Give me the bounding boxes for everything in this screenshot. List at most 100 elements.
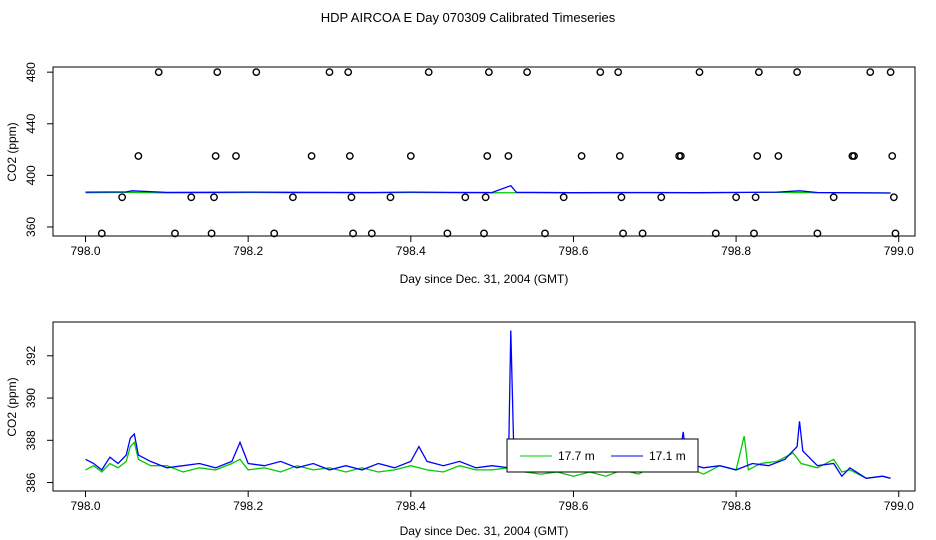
panel-top-calibration-point [344, 68, 353, 77]
panel-top-calibration-point [288, 193, 297, 202]
panel-top-calibration-point [270, 229, 279, 238]
panel-top-calibration-point [850, 152, 858, 160]
panel-top-calibration-point [424, 68, 433, 77]
panel-bottom-ylabel: CO2 (ppm) [5, 377, 19, 436]
panel-top-ytick-label-2: 440 [24, 113, 38, 133]
panel-top-calibration-point [889, 193, 898, 202]
panel-top-calibration-point [577, 152, 586, 160]
panel-top-calibration-point [638, 229, 647, 238]
panel-top-calibration-point [367, 229, 376, 238]
panel-top-xlabel: Day since Dec. 31, 2004 (GMT) [400, 272, 569, 286]
panel-top-calibration-point [252, 68, 261, 77]
panel-top-xticks: 798.0 798.2 798.4 798.6 798.8 799.0 [71, 236, 914, 258]
panel-top-calibration-point [386, 193, 395, 202]
panel-top-calibration-point [886, 68, 895, 77]
legend: 17.7 m 17.1 m [506, 438, 699, 473]
panel-top-calibration-point [480, 229, 488, 238]
panel-top-calibration-point [187, 193, 196, 202]
panel-top-calibration-point [349, 229, 357, 238]
panel-bottom-ytick-label-0: 386 [24, 472, 38, 492]
panel-bottom-ytick-label-3: 392 [24, 345, 38, 365]
panel-bottom-yticks: 386 388 390 392 [24, 345, 53, 493]
panel-top-calibration-point [596, 68, 605, 77]
panel-top-calibration-point [210, 193, 218, 202]
panel-top-calibration-point [307, 152, 316, 160]
panel-bottom-ytick-label-2: 390 [24, 388, 38, 408]
panel-top-calibration-point [97, 229, 106, 238]
panel-top-calibration-point [406, 152, 415, 160]
panel-top-calibration-point [793, 68, 801, 77]
panel-top-calibration-point [676, 152, 685, 160]
panel-top-calibration-point [711, 229, 720, 238]
panel-top-calibration-point [615, 152, 624, 160]
panel-top-calibration-point [695, 68, 704, 77]
legend-label-series-2: 17.1 m [649, 449, 686, 463]
legend-label-series-1: 17.7 m [558, 449, 595, 463]
panel-top-calibration-point [171, 229, 179, 238]
panel-top-calibration-point [484, 68, 493, 77]
panel-top-calibration-point [232, 152, 240, 160]
panel-top-xtick-label-1: 798.2 [233, 244, 263, 258]
panel-top-xtick-label-5: 799.0 [884, 244, 914, 258]
panel-top-xtick-label-2: 798.4 [396, 244, 426, 258]
panel-top-calibration-point [774, 152, 783, 160]
panel-top-calibration-point [345, 152, 354, 160]
panel-top-calibration-point [325, 68, 334, 77]
panel-top-calibration-point [523, 68, 531, 77]
panel-top-series [85, 184, 891, 194]
panel-bottom: Day since Dec. 31, 2004 (GMT) CO2 (ppm) … [5, 321, 916, 538]
panel-top-series-line-2 [85, 184, 891, 194]
panel-top-frame [52, 66, 916, 237]
panel-top-calibration-point [750, 229, 758, 238]
panel-bottom-xtick-label-3: 798.6 [558, 499, 588, 513]
panel-top-calibration-point [461, 193, 470, 202]
panel-bottom-series-line-1 [85, 435, 891, 479]
panel-top-calibration-point [481, 193, 490, 202]
panel-bottom-frame [52, 321, 916, 492]
panel-top-calibration-point [753, 152, 762, 160]
panel-top-calibration-point [541, 229, 549, 238]
panel-top-calibration-point [504, 152, 513, 160]
panel-top-calibration-point [866, 68, 875, 77]
panel-top-ytick-label-0: 360 [24, 217, 38, 237]
panel-top-calibration-point [619, 229, 627, 238]
panel-bottom-xticks: 798.0 798.2 798.4 798.6 798.8 799.0 [71, 491, 914, 513]
panel-top: Day since Dec. 31, 2004 (GMT) CO2 (ppm) … [5, 62, 916, 286]
panel-bottom-xtick-label-1: 798.2 [233, 499, 263, 513]
panel-top-xtick-label-3: 798.6 [558, 244, 588, 258]
panel-bottom-xtick-label-0: 798.0 [71, 499, 101, 513]
panel-top-calibration-point [754, 68, 763, 77]
panel-top-yticks: 360 400 440 480 [24, 62, 53, 237]
panel-top-ytick-label-1: 400 [24, 165, 38, 185]
panel-top-calibration-point [213, 68, 222, 77]
panel-top-calibration-point [154, 68, 163, 77]
panel-bottom-xlabel: Day since Dec. 31, 2004 (GMT) [400, 524, 569, 538]
panel-top-calibration-point [888, 152, 897, 160]
panel-top-calibration-point [891, 229, 900, 238]
panel-top-calibration-point [207, 229, 216, 238]
panel-top-xtick-label-0: 798.0 [71, 244, 101, 258]
panel-top-calibration-point [347, 193, 356, 202]
panel-top-calibration-point [559, 193, 568, 202]
panel-bottom-series-line-2 [85, 330, 891, 479]
panel-top-calibration-point [614, 68, 623, 77]
panel-top-calibration-point [443, 229, 452, 238]
panel-top-calibration-point [617, 193, 626, 202]
panel-top-ytick-label-3: 480 [24, 62, 38, 82]
panel-top-ylabel: CO2 (ppm) [5, 122, 19, 181]
panel-top-calibration-point [118, 193, 127, 202]
panel-top-calibration-point [657, 193, 666, 202]
panel-top-xtick-label-4: 798.8 [721, 244, 751, 258]
panel-top-calibration-point [211, 152, 220, 160]
panel-top-calibration-point [829, 193, 838, 202]
figure-title: HDP AIRCOA E Day 070309 Calibrated Times… [321, 10, 616, 25]
panel-bottom-xtick-label-2: 798.4 [396, 499, 426, 513]
panel-bottom-series [85, 330, 891, 479]
panel-top-calibration-point [751, 193, 760, 202]
panel-top-calibration-point [732, 193, 740, 202]
panel-bottom-xtick-label-4: 798.8 [721, 499, 751, 513]
panel-bottom-ytick-label-1: 388 [24, 430, 38, 450]
panel-top-calibration-point [134, 152, 143, 160]
panel-top-calibration-point [813, 229, 822, 238]
